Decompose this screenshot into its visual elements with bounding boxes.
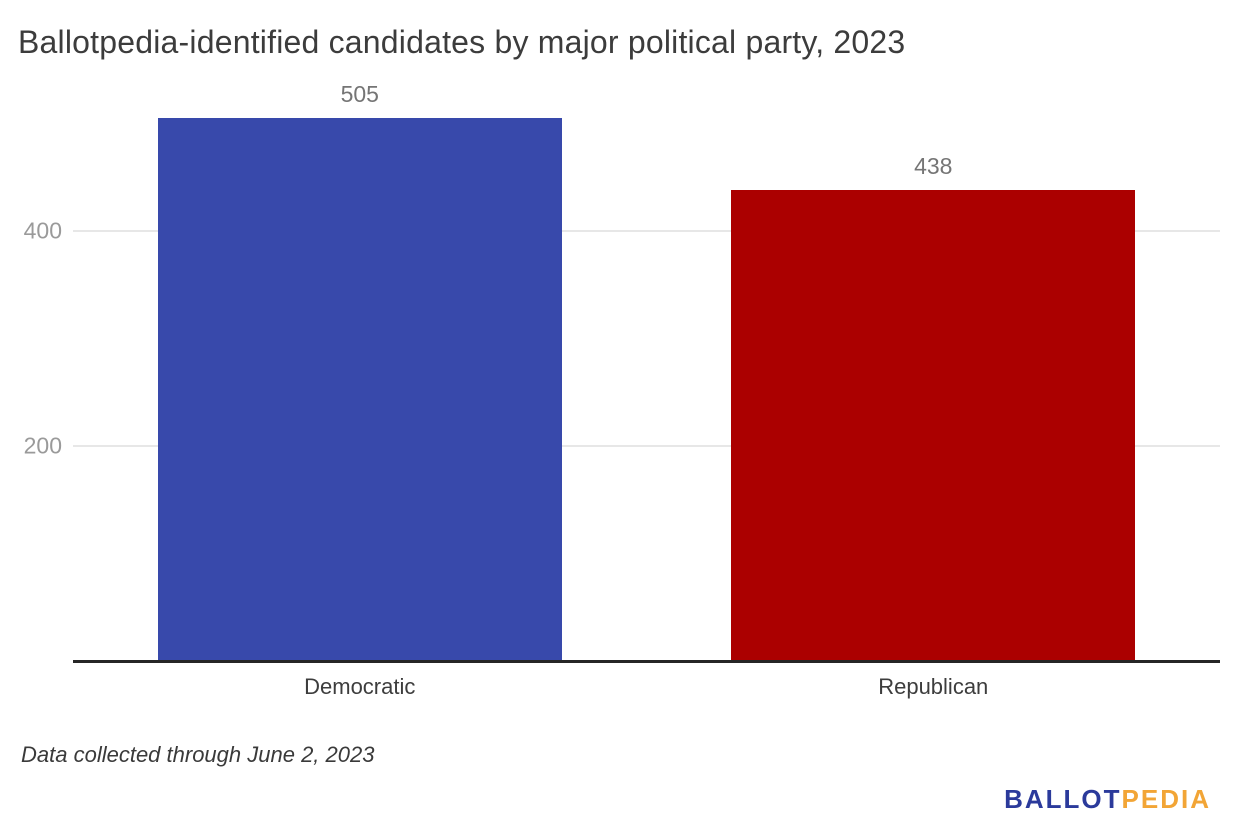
ballotpedia-logo: BALLOTPEDIA <box>1004 784 1211 815</box>
category-label-republican: Republican <box>878 674 989 699</box>
gridline-200 <box>73 445 1220 447</box>
y-tick-200: 200 <box>23 432 62 459</box>
footnote: Data collected through June 2, 2023 <box>21 742 375 767</box>
y-tick-400: 400 <box>23 217 62 244</box>
x-axis-line <box>73 660 1220 663</box>
gridline-400 <box>73 229 1220 232</box>
value-label-republican: 438 <box>914 153 953 180</box>
value-label-democratic: 505 <box>340 81 379 108</box>
bar-republican <box>731 190 1136 661</box>
logo-ballot: BALLOT <box>1004 784 1122 814</box>
plot-area: 200 400 505 Democratic 438 Republican <box>24 83 1220 698</box>
logo-pedia: PEDIA <box>1121 784 1211 814</box>
bar-democratic <box>157 118 562 661</box>
chart-title: Ballotpedia-identified candidates by maj… <box>18 24 906 60</box>
category-label-democratic: Democratic <box>304 674 416 699</box>
